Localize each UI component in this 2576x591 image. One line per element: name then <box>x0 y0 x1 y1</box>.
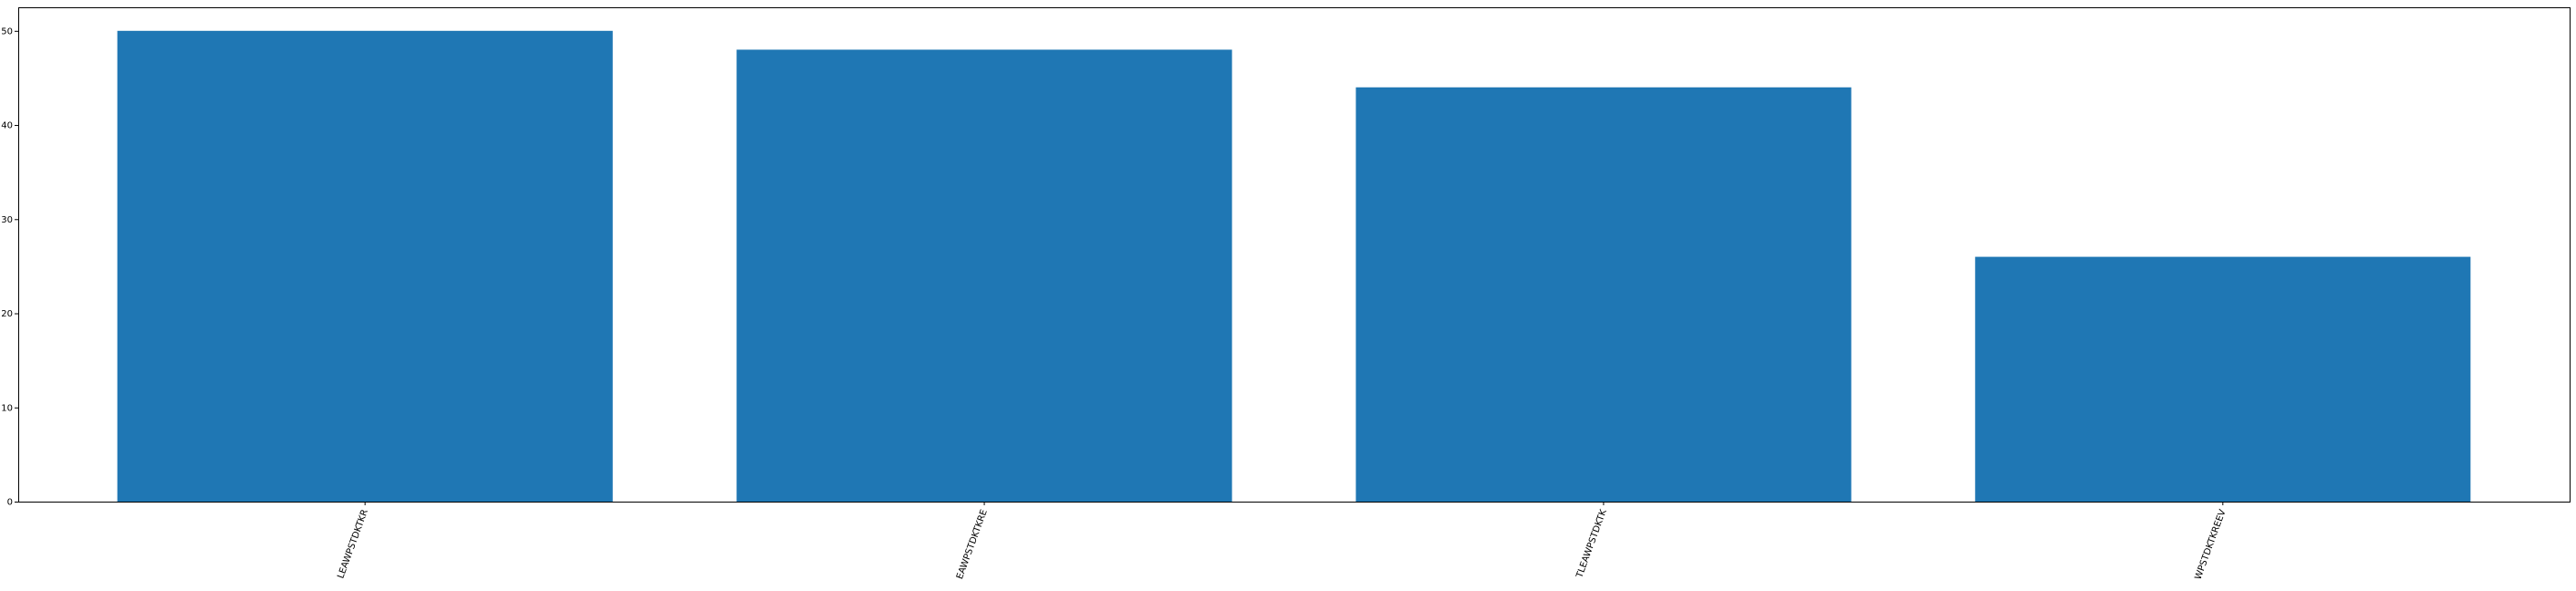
y-tick-label: 40 <box>1 121 13 131</box>
y-axis: 0 10 20 30 40 50 <box>1 26 18 508</box>
x-tick-label: WPSTDKTKREEV <box>2194 508 2228 581</box>
y-tick-label: 30 <box>1 215 13 225</box>
x-tick-label: EAWPSTDKTKRE <box>955 508 990 580</box>
y-tick-label: 0 <box>7 498 13 508</box>
bars-layer <box>117 30 2471 503</box>
x-axis: LEAWPSTDKTKR EAWPSTDKTKRE TLEAWPSTDKTK WPST… <box>336 502 2228 581</box>
y-tick-label: 20 <box>1 309 13 319</box>
bar-eawpstdktkre <box>736 49 1232 502</box>
y-tick-label: 50 <box>1 26 13 36</box>
x-tick-label: TLEAWPSTDKTK <box>1574 508 1609 580</box>
plot-frame <box>18 7 2571 503</box>
bar-leawpstdktkr <box>117 30 613 503</box>
bar-wpstdktkreev <box>1975 256 2471 502</box>
x-tick-label: LEAWPSTDKTKR <box>336 508 370 580</box>
bar-tleawpstdktk <box>1356 87 1852 502</box>
y-tick-label: 10 <box>1 403 13 413</box>
